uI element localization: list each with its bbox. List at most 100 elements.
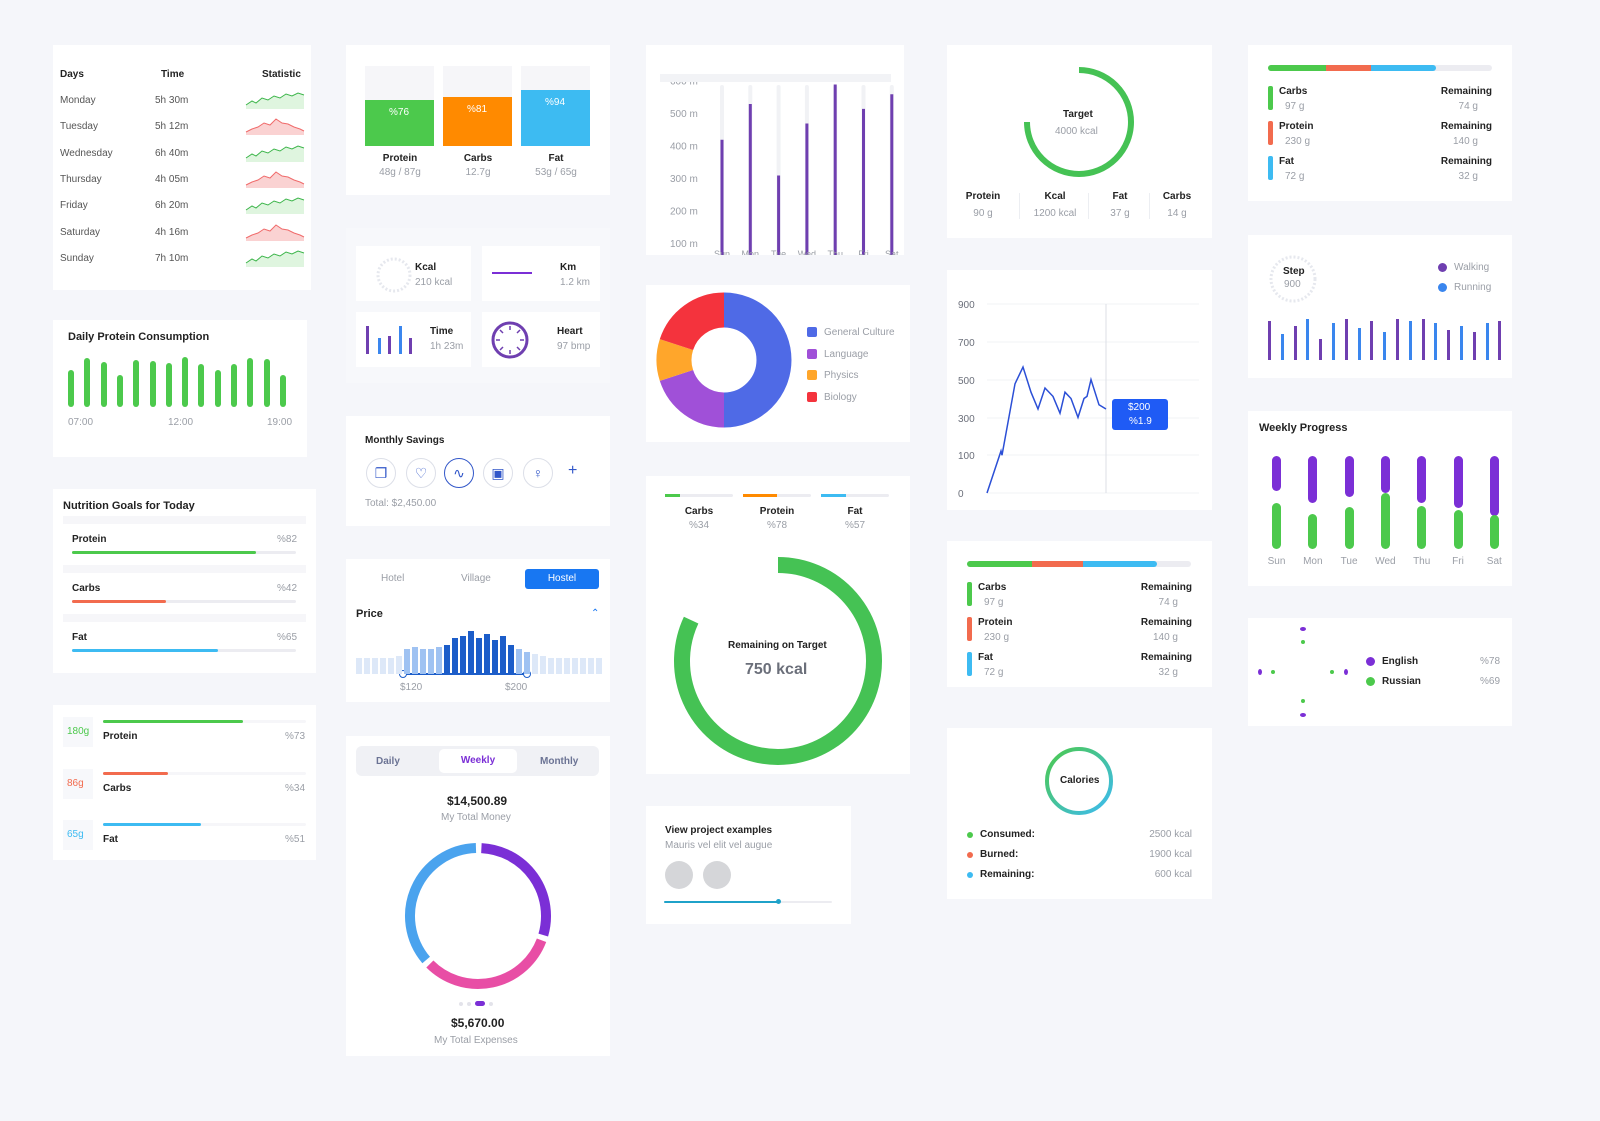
remaining-title: Remaining on Target [728,640,827,651]
protein-bar [214,369,221,407]
gram-badge [63,717,93,747]
fill-level [443,97,512,146]
distance-bar [720,139,724,255]
km-line-icon [492,272,532,274]
target-stat-value: 1200 kcal [1033,208,1077,219]
copy-icon[interactable]: ❐ [366,458,396,488]
distance-bar [862,108,865,255]
distance-bar [890,94,894,255]
daily-protein-card: Daily Protein Consumption 07:00 12:00 19… [53,320,307,457]
language-pct: %69 [1479,676,1500,687]
tab-daily[interactable]: Daily [376,756,400,767]
rem-segment [1326,65,1372,71]
step-legend-dot [1438,283,1447,292]
price-collapse-icon[interactable]: ⌃ [591,608,600,619]
activity-sparkline [245,118,305,136]
rem-remaining-value: 74 g [1158,597,1178,608]
histogram-bar [396,656,402,674]
calorie-label: Burned: [980,849,1019,860]
goal-percent: %65 [277,632,298,643]
calorie-label: Remaining: [980,869,1035,880]
project-avatar-1[interactable] [665,861,693,889]
rem-segment [1371,65,1436,71]
tile-heart[interactable]: Heart 97 bmp [482,312,600,367]
histogram-bar [516,649,522,674]
savings-total: Total: $2,450.00 [365,498,437,509]
pulse-icon[interactable]: ∿ [444,458,474,488]
legend-swatch [807,348,817,359]
tooltip-pct: %1.9 [1129,416,1152,427]
project-progress-handle[interactable] [776,899,782,904]
camera-icon[interactable]: ▣ [483,458,513,488]
goal-label: Protein [72,534,107,545]
fill-label: Fat [548,153,564,164]
rem-label: Protein [1279,121,1314,132]
x-label-0700: 07:00 [68,417,94,428]
topic-slice [723,292,792,428]
monthly-savings-card: Monthly Savings ❐ ♡ ∿ ▣ ♀ + Total: $2,45… [346,416,610,526]
rem-label: Carbs [1279,86,1308,97]
chart-tooltip [1112,399,1168,430]
weekly-progress-title: Weekly Progress [1259,422,1348,434]
tile-time[interactable]: Time 1h 23m [356,312,471,367]
time-label: Time [430,326,454,337]
step-bar [1344,319,1348,360]
legend-swatch [807,391,817,402]
fill-label: Carbs [463,153,493,164]
person-icon[interactable]: ♀ [523,458,553,488]
goal-row-bg [63,516,306,524]
tab-monthly[interactable]: Monthly [540,756,579,767]
distance-bar [748,104,752,255]
heart-label: Heart [557,326,583,337]
step-gauge [1269,255,1317,303]
weekly-bar-green [1489,514,1499,549]
language-pct: %78 [1479,656,1500,667]
rem-remaining-value: 32 g [1458,171,1478,182]
heart-dial-icon [491,321,529,359]
activity-day: Thursday [60,173,102,185]
goal-percent: %42 [277,583,298,594]
time-value: 1h 23m [430,341,464,352]
time-bar [378,338,381,354]
heart-icon[interactable]: ♡ [406,458,436,488]
tile-km[interactable]: Km 1.2 km [482,246,600,301]
remaining-macro-pct: %57 [844,520,866,531]
add-button[interactable]: + [568,462,578,479]
weekly-day-label: Fri [1452,556,1464,567]
tab-hotel[interactable]: Hotel [381,573,405,584]
project-avatar-2[interactable] [703,861,731,889]
tab-hostel[interactable]: Hostel [525,569,599,589]
tile-kcal[interactable]: Kcal 210 kcal [356,246,471,301]
gram-fill [103,771,169,775]
time-bar [366,326,369,354]
step-bar [1357,327,1361,360]
savings-title: Monthly Savings [365,435,445,446]
language-label: Russian [1382,676,1421,687]
weekly-bar-purple [1272,456,1281,492]
rem-segment [1268,65,1327,71]
calories-title: Calories [1060,775,1100,786]
price-handle-min[interactable] [399,670,407,678]
x-tick-label: Sun [714,249,730,255]
gram-percent: %73 [285,731,306,742]
tab-village[interactable]: Village [461,573,491,584]
project-progress-fill [664,901,779,903]
histogram-bar [412,647,418,674]
histogram-bar [372,658,378,674]
rem-grams: 230 g [1285,136,1311,147]
header-time: Time [161,69,185,80]
fill-level [521,89,590,146]
line-chart: 900 700 500 300 100 0 [958,300,1199,500]
tab-weekly[interactable]: Weekly [439,749,517,773]
histogram-bar [404,649,410,674]
weekly-bar-purple [1380,456,1390,494]
histogram-bar [588,658,594,674]
step-bar [1370,321,1374,360]
step-bar [1408,321,1412,360]
nutrition-goals-card: Nutrition Goals for Today Protein %82 Carb… [53,489,316,673]
rem-label: Fat [978,652,993,663]
fill-pct: %76 [389,107,410,119]
project-subtitle: Mauris vel elit vel augue [665,840,773,851]
gram-badge [63,820,93,850]
protein-bar [116,374,123,407]
